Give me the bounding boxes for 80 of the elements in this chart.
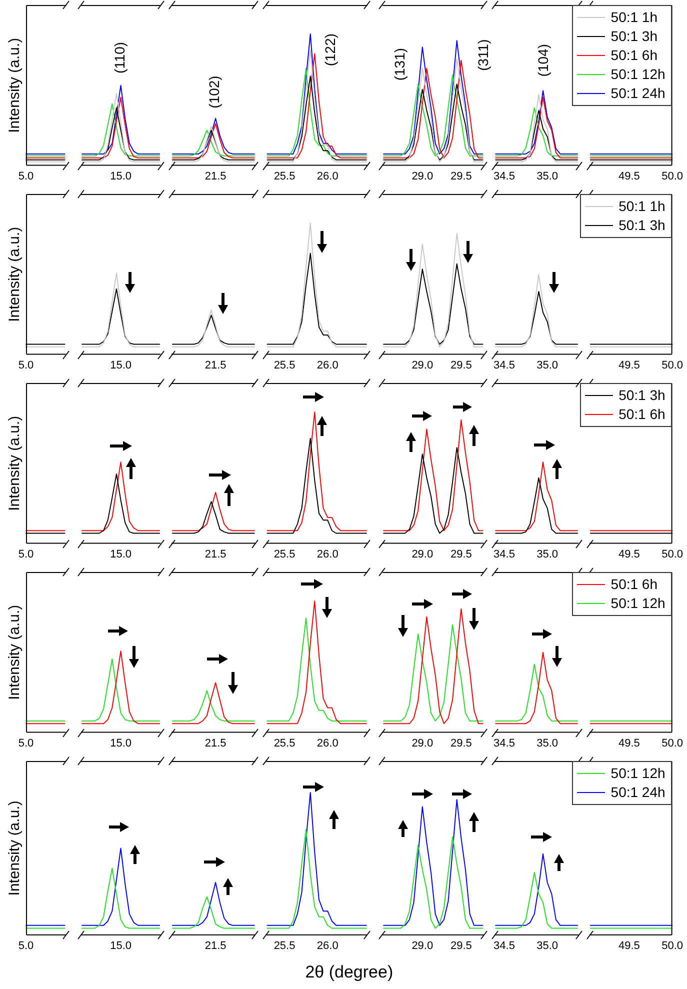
legend-label: 50:1 12h xyxy=(610,65,666,84)
x-tick-label: 15.0 xyxy=(110,737,132,750)
x-tick-label: 25.5 xyxy=(274,548,296,560)
legend-label: 50:1 12h xyxy=(610,764,666,783)
x-tick-label: 29.5 xyxy=(450,940,472,952)
x-tick-label: 50.0 xyxy=(662,359,684,372)
x-tick-label: 29.5 xyxy=(450,359,472,372)
x-tick-label: 34.5 xyxy=(494,170,515,182)
x-tick-label: 15.0 xyxy=(110,548,132,560)
x-tick-label: 49.5 xyxy=(618,940,640,952)
x-tick-label: 25.5 xyxy=(274,940,296,952)
x-tick-label: 5.0 xyxy=(18,548,34,560)
x-tick-label: 29.0 xyxy=(412,170,434,182)
x-tick-label: 5.0 xyxy=(18,170,34,182)
legend-label: 50:1 24h xyxy=(610,783,666,802)
x-tick-label: 35.0 xyxy=(536,548,558,560)
x-tick-label: 35.0 xyxy=(536,940,558,952)
x-tick-label: 21.5 xyxy=(204,940,226,952)
legend-label: 50:1 6h xyxy=(610,46,658,65)
x-tick-label: 5.0 xyxy=(18,940,34,952)
x-tick-label: 29.0 xyxy=(412,359,434,372)
x-tick-label: 5.0 xyxy=(18,359,34,372)
x-tick-label: 49.5 xyxy=(618,548,640,560)
x-tick-label: 25.5 xyxy=(274,170,296,182)
annotation: (102) xyxy=(206,76,222,108)
x-tick-label: 25.5 xyxy=(274,737,296,750)
x-tick-label: 34.5 xyxy=(494,548,515,560)
x-tick-label: 26.0 xyxy=(316,170,338,182)
x-tick-label: 26.0 xyxy=(316,548,338,560)
x-tick-label: 49.5 xyxy=(618,170,640,182)
x-tick-label: 29.0 xyxy=(412,737,434,750)
annotation: (131) xyxy=(392,48,408,81)
annotation: (110) xyxy=(112,42,128,74)
x-axis-title: 2θ (degree) xyxy=(305,962,394,982)
x-tick-label: 35.0 xyxy=(536,170,558,182)
x-tick-label: 21.5 xyxy=(204,359,226,372)
x-tick-label: 50.0 xyxy=(662,548,684,560)
x-tick-label: 26.0 xyxy=(316,940,338,952)
x-tick-label: 35.0 xyxy=(536,359,558,372)
y-axis-title: Intensity (a.u.) xyxy=(6,604,24,700)
legend-label: 50:1 3h xyxy=(610,27,658,46)
x-tick-label: 29.5 xyxy=(450,170,472,182)
legend-label: 50:1 24h xyxy=(610,84,666,103)
legend-label: 50:1 6h xyxy=(610,575,658,594)
x-tick-label: 25.5 xyxy=(274,359,296,372)
x-tick-label: 15.0 xyxy=(110,940,132,952)
x-tick-label: 49.5 xyxy=(618,359,640,372)
legend-label: 50:1 1h xyxy=(618,197,666,216)
annotation: (104) xyxy=(535,44,552,77)
x-tick-label: 29.5 xyxy=(450,548,472,560)
y-axis-title: Intensity (a.u.) xyxy=(6,416,24,511)
x-tick-label: 5.0 xyxy=(18,737,34,750)
annotation: (311) xyxy=(474,39,491,71)
legend-label: 50:1 6h xyxy=(618,405,666,424)
x-tick-label: 50.0 xyxy=(662,737,684,750)
x-tick-label: 26.0 xyxy=(316,359,338,372)
x-tick-label: 34.5 xyxy=(494,940,515,952)
y-axis-title: Intensity (a.u.) xyxy=(6,38,24,133)
x-tick-label: 15.0 xyxy=(110,359,132,372)
x-tick-label: 21.5 xyxy=(204,737,226,750)
legend-label: 50:1 3h xyxy=(618,386,666,405)
x-tick-label: 29.0 xyxy=(412,940,434,952)
annotation: (122) xyxy=(322,33,338,66)
x-tick-label: 50.0 xyxy=(662,170,684,182)
y-axis-title: Intensity (a.u.) xyxy=(6,800,24,896)
legend-label: 50:1 1h xyxy=(610,8,658,27)
legend-label: 50:1 12h xyxy=(610,594,666,613)
x-tick-label: 21.5 xyxy=(204,548,226,560)
x-tick-label: 15.0 xyxy=(110,170,132,182)
x-tick-label: 35.0 xyxy=(536,737,558,750)
x-tick-label: 49.5 xyxy=(618,737,640,750)
x-tick-label: 21.5 xyxy=(204,170,226,182)
legend-label: 50:1 3h xyxy=(618,216,666,235)
x-tick-label: 29.5 xyxy=(450,737,472,750)
x-tick-label: 34.5 xyxy=(494,359,515,372)
x-tick-label: 29.0 xyxy=(412,548,434,560)
x-tick-label: 50.0 xyxy=(662,940,684,952)
y-axis-title: Intensity (a.u.) xyxy=(6,226,24,322)
x-tick-label: 26.0 xyxy=(316,737,338,750)
x-tick-label: 34.5 xyxy=(494,737,515,750)
